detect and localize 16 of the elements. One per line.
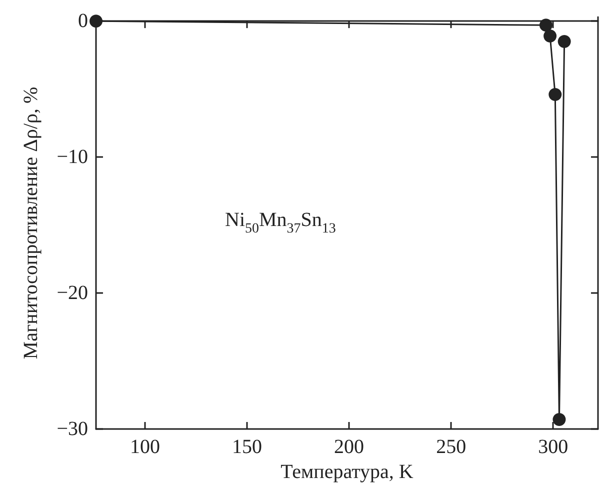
point [552, 412, 566, 426]
x-tick-label: 300 [538, 436, 568, 458]
x-tick-label: 150 [232, 436, 262, 458]
point [539, 18, 552, 32]
point [558, 34, 571, 48]
point [548, 88, 562, 101]
x-tick-label: 100 [130, 436, 160, 458]
x-axis-title: Температура, K [280, 460, 414, 483]
x-tick-label: 250 [436, 436, 466, 458]
y-tick-label: −10 [56, 146, 88, 168]
x-tick-label: 200 [334, 436, 364, 458]
point [544, 30, 557, 43]
y-tick-label: 0 [78, 10, 88, 32]
y-tick-label: −30 [56, 418, 88, 440]
y-axis-title: Магнитосопротивление Δρ/ρ, % [20, 86, 42, 360]
y-tick-label: −20 [56, 282, 88, 304]
